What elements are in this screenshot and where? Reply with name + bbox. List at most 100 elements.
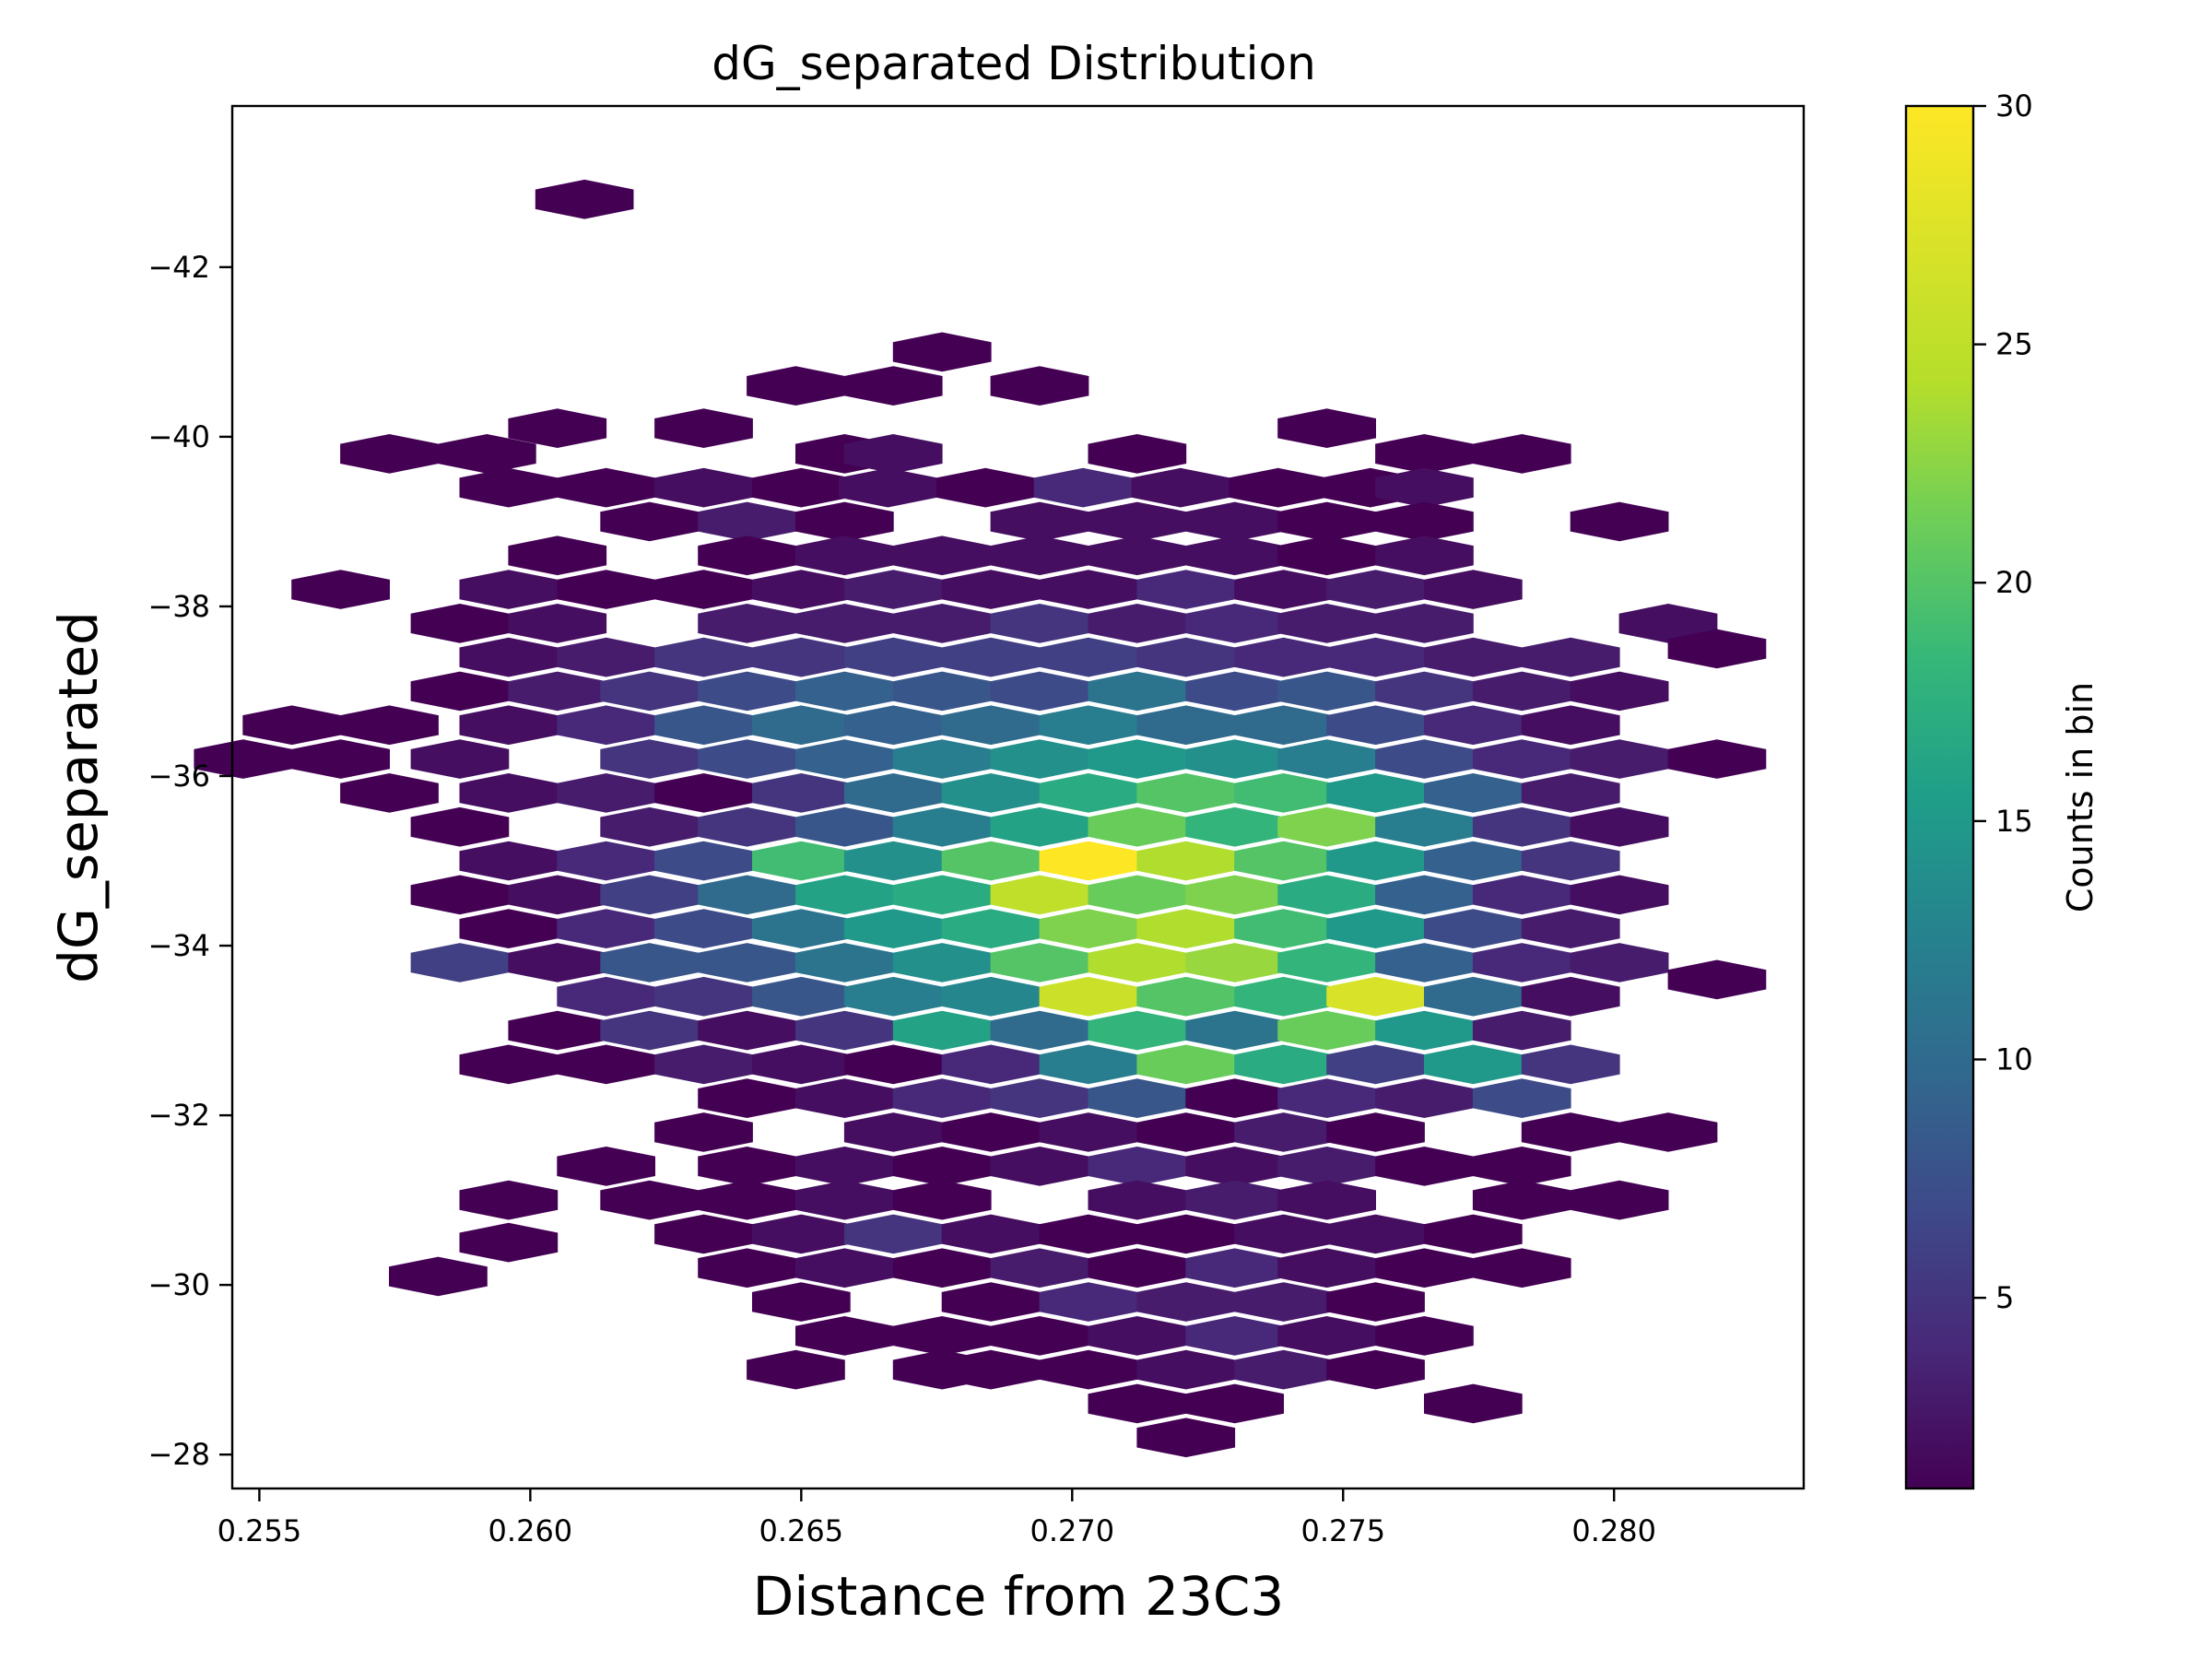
hex-bin (1088, 943, 1187, 982)
hex-bin (1088, 501, 1187, 542)
hex-bin (941, 773, 1041, 813)
hex-bin (892, 332, 992, 372)
hex-bin (843, 705, 943, 746)
hex-bin (795, 535, 894, 576)
hex-bin (752, 1044, 851, 1085)
y-axis: −42 −40 −38 −36 −34 −32 −30 −28 (147, 250, 232, 1472)
hex-bin (1234, 1349, 1333, 1390)
hex-bin (1185, 535, 1284, 576)
hex-bin (1136, 1418, 1236, 1458)
hex-bin (654, 570, 753, 609)
hex-bin (1234, 1112, 1333, 1152)
y-tick-label: −42 (147, 250, 210, 285)
x-tick-label: 0.280 (1571, 1513, 1656, 1548)
hex-bin (1088, 434, 1187, 474)
hex-bin (1472, 1248, 1571, 1288)
hex-bin (600, 1010, 700, 1051)
hex-bin (557, 467, 655, 508)
hex-bin (1375, 604, 1474, 643)
hex-bin (1136, 841, 1236, 881)
hex-bin (1131, 467, 1230, 508)
hex-bin (843, 637, 943, 677)
hex-bin (747, 366, 845, 406)
hex-bin (1424, 841, 1523, 881)
hex-bin (1185, 671, 1284, 712)
hex-bin (1136, 909, 1236, 948)
hex-bin (1472, 1010, 1571, 1051)
hex-bin (1277, 806, 1376, 847)
hex-bin (1375, 1078, 1474, 1118)
hex-bin (843, 1112, 943, 1152)
hex-bin (1375, 501, 1474, 542)
hex-bin (843, 841, 943, 881)
hex-bin (892, 671, 992, 712)
hex-bin (654, 1214, 753, 1254)
hex-bin (1521, 976, 1620, 1017)
hex-bin (1039, 705, 1138, 746)
hex-bin (698, 1147, 796, 1186)
x-axis-title: Distance from 23C3 (753, 1565, 1285, 1628)
hex-bin (1185, 1147, 1284, 1186)
hex-bin (1521, 705, 1620, 746)
hex-bin (1088, 1383, 1187, 1424)
hex-bin (654, 637, 753, 677)
hex-bin (892, 1248, 992, 1288)
hex-bin (654, 408, 753, 448)
hex-bin (752, 467, 851, 508)
hex-bin (941, 1112, 1041, 1152)
colorbar-axis: 5 10 15 20 25 30 (1973, 88, 2033, 1315)
hex-bin (1185, 501, 1284, 542)
hex-bin (698, 943, 796, 982)
hex-bin (1039, 1282, 1138, 1322)
hex-bin (1039, 1044, 1138, 1085)
hex-bin (990, 671, 1089, 712)
hex-bin (892, 535, 992, 576)
colorbar (1904, 104, 1975, 1490)
hex-bin (557, 976, 655, 1017)
hex-bin (1277, 739, 1376, 779)
y-tick-label: −30 (147, 1267, 210, 1302)
hex-bin (1375, 1316, 1474, 1356)
y-tick-label: −38 (147, 589, 210, 624)
y-tick-label: −40 (147, 419, 210, 454)
hex-bin (892, 1180, 992, 1220)
hex-bin (1375, 875, 1474, 915)
hex-bin (600, 671, 700, 712)
hex-bin (795, 739, 894, 779)
hex-bin (752, 773, 851, 813)
hex-bin (1033, 467, 1133, 508)
hex-bin (1375, 1010, 1474, 1051)
hex-bin (1521, 773, 1620, 813)
hex-bin (438, 434, 536, 474)
hex-bin (892, 1010, 992, 1051)
hex-bin (600, 501, 700, 542)
hex-bin (1472, 671, 1571, 712)
hex-bin (1424, 976, 1523, 1017)
hex-bin (698, 806, 796, 847)
hex-bin (1277, 1316, 1376, 1356)
hex-bin (1277, 875, 1376, 915)
y-tick-label: −34 (147, 928, 210, 963)
hex-bin (698, 535, 796, 576)
hex-bin (990, 535, 1089, 576)
hex-bin (340, 705, 439, 746)
hex-bin (795, 806, 894, 847)
hex-bin (892, 806, 992, 847)
hex-bin (1424, 705, 1523, 746)
hex-bin (747, 1349, 845, 1390)
hex-bin (990, 366, 1089, 406)
hex-bin (1136, 1282, 1236, 1322)
hex-bin (698, 1248, 796, 1288)
hex-bin (1326, 637, 1425, 677)
hex-bin (795, 1248, 894, 1288)
hex-bin (752, 841, 851, 881)
hex-bin (600, 806, 700, 847)
hex-bin (291, 570, 390, 609)
hex-bin (1088, 1078, 1187, 1118)
hex-bin (698, 875, 796, 915)
hex-bin (1088, 875, 1187, 915)
hex-bin (410, 604, 510, 643)
colorbar-tick-label: 30 (1995, 88, 2033, 124)
